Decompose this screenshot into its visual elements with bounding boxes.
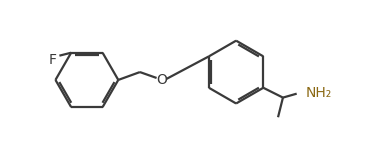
Text: F: F [49,53,56,67]
Text: NH₂: NH₂ [306,86,332,100]
Text: O: O [156,73,167,87]
